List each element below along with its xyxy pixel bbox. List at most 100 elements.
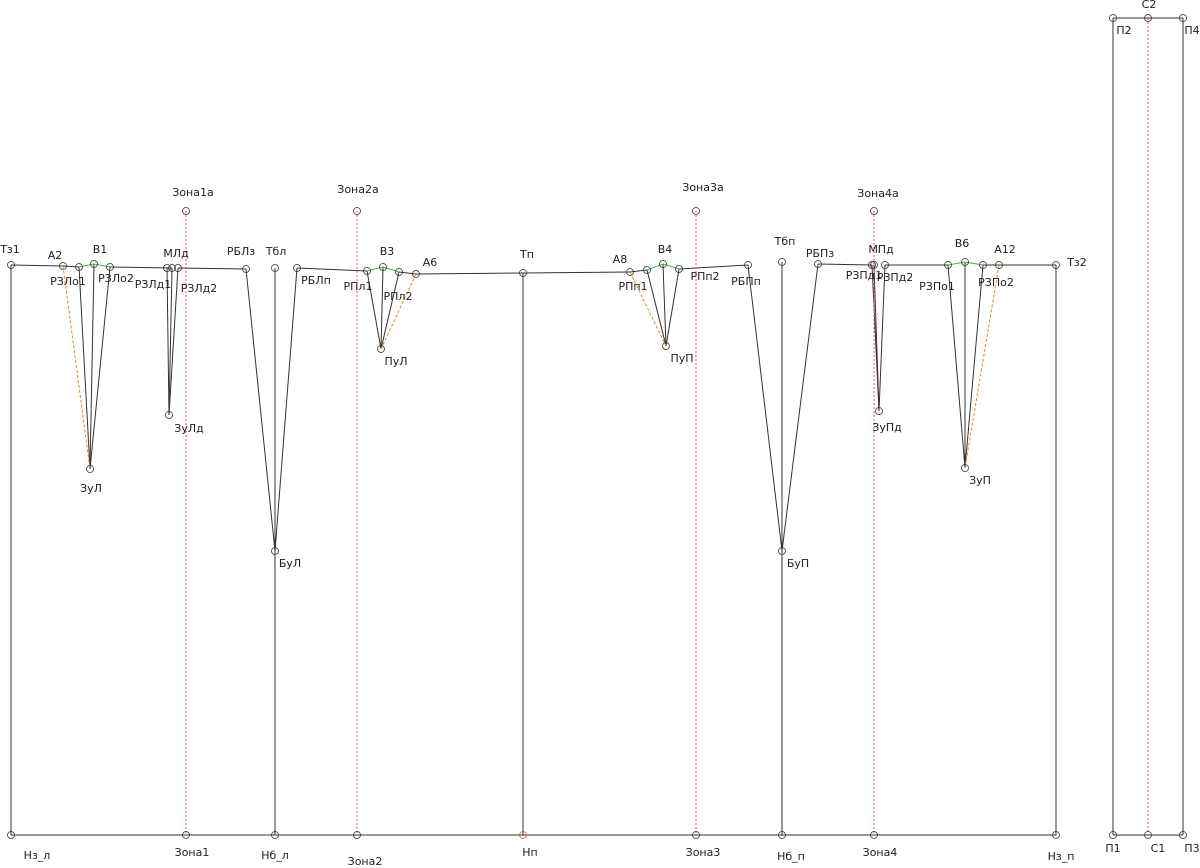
point: [1179, 14, 1187, 22]
point: [778, 258, 786, 266]
point-label: Тбп: [774, 235, 796, 248]
point: [979, 261, 987, 269]
point: [242, 265, 250, 273]
point: [363, 267, 371, 275]
point: [412, 270, 420, 278]
point: [643, 266, 651, 274]
point-label: Тбл: [265, 245, 287, 258]
point-label: А6: [423, 256, 438, 269]
point-label: РПл1: [344, 280, 373, 293]
pattern-line: [781, 263, 819, 552]
point: [90, 260, 98, 268]
point-label: В1: [93, 243, 108, 256]
point-label: ПуЛ: [384, 355, 407, 368]
point: [675, 265, 683, 273]
point-label: П2: [1116, 24, 1131, 37]
pattern-line: [166, 267, 170, 416]
point-label: П3: [1184, 842, 1199, 855]
pattern-line: [629, 269, 648, 273]
point: [870, 261, 878, 269]
point: [881, 261, 889, 269]
pattern-line: [382, 266, 400, 273]
point: [1144, 14, 1152, 22]
point: [875, 407, 883, 415]
point: [271, 547, 279, 555]
point-label: МЛд: [163, 247, 189, 260]
point-label: РЗПд1: [846, 269, 883, 282]
point-label: В4: [658, 243, 673, 256]
point-label: БуЛ: [279, 557, 301, 570]
point: [778, 547, 786, 555]
point-label: БуП: [787, 557, 809, 570]
pattern-line: [646, 269, 667, 347]
point-label: Тп: [519, 248, 534, 261]
point: [271, 264, 279, 272]
pattern-line: [62, 265, 91, 470]
pattern-line: [964, 264, 1000, 469]
point: [163, 264, 171, 272]
point-label: РПп1: [618, 280, 647, 293]
point: [944, 261, 952, 269]
point-label: ЗуПд: [872, 421, 902, 434]
point: [86, 465, 94, 473]
point-label: РЗЛд1: [135, 278, 172, 291]
point: [106, 263, 114, 271]
point: [165, 411, 173, 419]
pattern-line: [662, 263, 667, 347]
point: [626, 268, 634, 276]
point-label: МПд: [868, 243, 894, 256]
point-label: А12: [994, 243, 1016, 256]
point-label: Нп: [522, 846, 537, 859]
point-label: РЗЛд2: [181, 282, 218, 295]
pattern-line: [10, 264, 64, 267]
pattern-line: [366, 266, 384, 272]
point: [659, 260, 667, 268]
point: [353, 207, 361, 215]
point: [744, 261, 752, 269]
point: [168, 264, 176, 272]
point: [7, 261, 15, 269]
pattern-line: [380, 271, 400, 350]
point-label: ЗуЛд: [174, 422, 204, 435]
point-label: П1: [1105, 842, 1120, 855]
point-label: Тз1: [0, 243, 20, 256]
point: [778, 831, 786, 839]
point-label: С2: [1142, 0, 1157, 11]
point-label: Зона3а: [682, 181, 723, 194]
point-label: Зона4: [863, 846, 898, 859]
pattern-line: [168, 267, 179, 416]
pattern-line: [177, 267, 247, 270]
pattern-line: [817, 263, 873, 266]
point-label: ПуП: [670, 352, 693, 365]
point: [182, 831, 190, 839]
pattern-line: [646, 263, 664, 271]
point: [353, 831, 361, 839]
point: [75, 263, 83, 271]
point-label: Зона2: [348, 855, 383, 868]
point-label: РПл2: [384, 290, 413, 303]
pattern-line: [522, 271, 631, 274]
pattern-line: [678, 264, 749, 270]
point-label: РЗЛо1: [50, 275, 86, 288]
point: [174, 264, 182, 272]
point-label: Зона1: [175, 846, 210, 859]
point: [870, 207, 878, 215]
point-label: Зона1а: [172, 186, 213, 199]
point: [7, 831, 15, 839]
pattern-line: [964, 261, 984, 266]
point: [1052, 831, 1060, 839]
point-label: А2: [48, 249, 63, 262]
point: [395, 268, 403, 276]
point-label: Нб_л: [261, 849, 289, 862]
pattern-line: [947, 264, 966, 469]
point: [379, 263, 387, 271]
point: [662, 342, 670, 350]
pattern-line: [964, 264, 984, 469]
pattern-line: [629, 271, 667, 347]
pattern-line: [747, 264, 783, 552]
point: [995, 261, 1003, 269]
point: [692, 207, 700, 215]
pattern-line: [366, 270, 382, 350]
pattern-line: [878, 264, 886, 412]
point-label: А8: [613, 253, 628, 266]
